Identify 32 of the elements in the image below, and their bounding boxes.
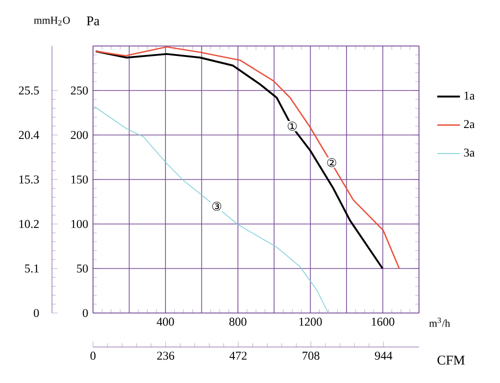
y-tick-label: 250 [70,86,88,95]
x2-tick-label: 708 [302,352,320,360]
y2-tick-label: 10.2 [19,220,39,228]
annotation: ③ [212,202,222,211]
x-tick-label: 1200 [299,318,322,326]
x2-axis-title: CFM [438,356,465,365]
y-tick-label: 50 [77,264,88,273]
y2-tick-label: 0 [34,308,39,318]
x2-tick-label: 0 [90,352,96,360]
y2-axis-title: mmH$_{2}$O [34,16,70,26]
x2-tick-label: 236 [157,352,174,360]
legend-label: 1a [464,92,475,100]
x2-tick-label: 944 [374,352,392,360]
y-axis-title: Pa [86,16,100,26]
x-tick-label: 1600 [372,318,394,326]
y-tick-label: 200 [70,130,88,140]
x-axis-title: m$^{3}$/h [429,318,450,327]
line-series [94,106,329,313]
x-tick-label: 800 [229,318,246,326]
y2-tick-label: 25.5 [18,86,39,95]
y-tick-label: 150 [71,175,88,184]
x2-tick-label: 472 [230,352,247,360]
legend-label: 2a [464,120,475,128]
legend-label: 3a [464,148,475,157]
annotation: ② [327,158,336,168]
y2-tick-label: 20.4 [18,130,40,140]
annotation: ① [288,122,297,131]
y2-tick-label: 5.1 [25,264,39,273]
y-tick-label: 0 [82,308,88,318]
y2-tick-label: 15.3 [19,175,39,184]
x-tick-label: 400 [156,318,174,326]
y-tick-label: 100 [71,220,88,228]
